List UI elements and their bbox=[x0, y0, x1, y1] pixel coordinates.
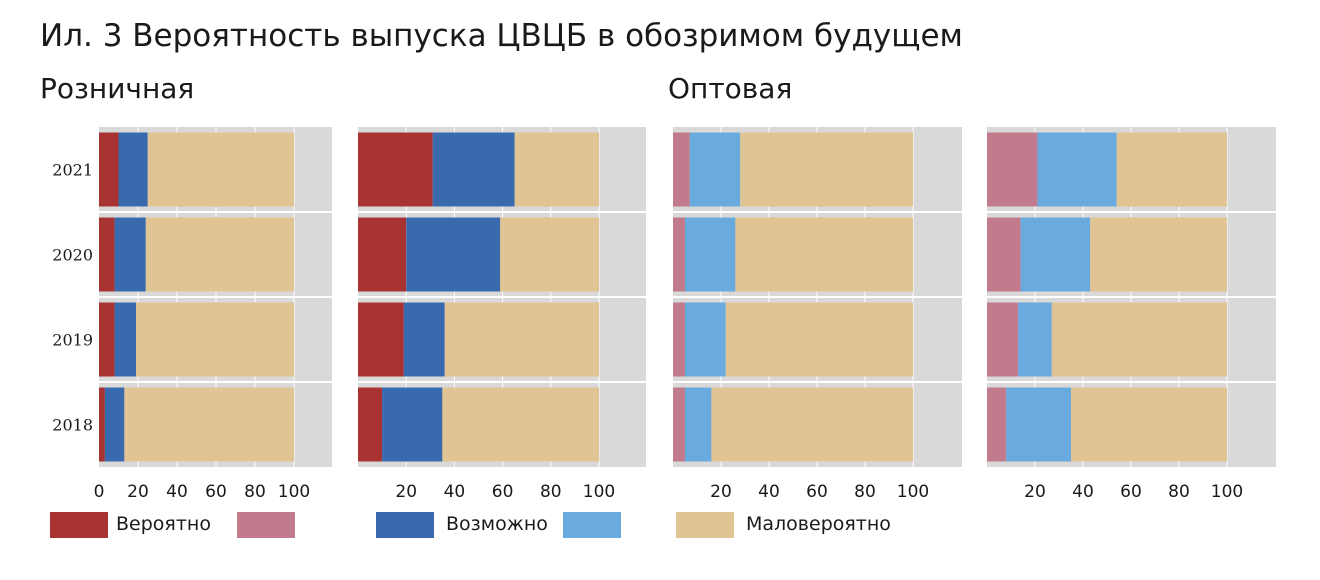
x-tick-label: 40 bbox=[444, 482, 466, 502]
bar-segment-2018-s1 bbox=[104, 387, 125, 462]
bar-segment-2020-s1 bbox=[114, 217, 146, 292]
bar-segment-2020-s1 bbox=[406, 217, 501, 292]
bar-segment-2021-s0 bbox=[358, 132, 433, 207]
bar-segment-2020-s0 bbox=[987, 217, 1021, 292]
bar-segment-2019-s2 bbox=[1051, 302, 1227, 377]
bar-segment-2020-s0 bbox=[99, 217, 115, 292]
bar-segment-2020-s1 bbox=[1020, 217, 1091, 292]
bar-segment-2018-s2 bbox=[442, 387, 599, 462]
y-tick-label-2020: 2020 bbox=[52, 246, 93, 265]
x-tick-label: 60 bbox=[1120, 482, 1142, 502]
legend-swatch-likely bbox=[50, 512, 108, 538]
x-tick-label: 60 bbox=[806, 482, 828, 502]
x-tick-label: 20 bbox=[127, 482, 149, 502]
x-tick-label: 40 bbox=[758, 482, 780, 502]
bar-segment-2018-s0 bbox=[987, 387, 1007, 462]
legend-label-likely: Вероятно bbox=[116, 513, 211, 535]
bar-segment-2019-s1 bbox=[685, 302, 726, 377]
bar-segment-2019-s0 bbox=[99, 302, 115, 377]
legend-label-unlikely: Маловероятно bbox=[746, 513, 891, 535]
legend: Вероятно Возможно Маловероятно bbox=[0, 512, 1320, 542]
bar-segment-2020-s2 bbox=[735, 217, 913, 292]
bar-segment-2018-s1 bbox=[382, 387, 443, 462]
legend-swatch-possible bbox=[376, 512, 434, 538]
x-tick-label: 100 bbox=[583, 482, 615, 502]
bar-segment-2018-s0 bbox=[358, 387, 383, 462]
x-tick-label: 20 bbox=[710, 482, 732, 502]
y-tick-label-2021: 2021 bbox=[52, 161, 93, 180]
bar-segment-2021-s1 bbox=[689, 132, 741, 207]
group-title-wholesale: Оптовая bbox=[668, 72, 793, 105]
bar-segment-2021-s2 bbox=[740, 132, 913, 207]
y-tick-label-2018: 2018 bbox=[52, 416, 93, 435]
bar-segment-2020-s1 bbox=[685, 217, 736, 292]
bar-segment-2021-s0 bbox=[673, 132, 690, 207]
bar-segment-2021-s0 bbox=[987, 132, 1038, 207]
bar-segment-2018-s0 bbox=[99, 387, 105, 462]
bar-segment-2018-s0 bbox=[673, 387, 685, 462]
x-tick-label: 0 bbox=[94, 482, 105, 502]
bar-segment-2021-s2 bbox=[1116, 132, 1227, 207]
bar-segment-2018-s2 bbox=[711, 387, 913, 462]
x-tick-label: 40 bbox=[166, 482, 188, 502]
x-tick-label: 100 bbox=[1211, 482, 1243, 502]
x-tick-label: 20 bbox=[395, 482, 417, 502]
bar-segment-2019-s2 bbox=[136, 302, 294, 377]
x-tick-label: 40 bbox=[1072, 482, 1094, 502]
bar-segment-2019-s0 bbox=[673, 302, 685, 377]
bar-segment-2018-s1 bbox=[1006, 387, 1071, 462]
bar-segment-2021-s1 bbox=[118, 132, 148, 207]
legend-swatch-unlikely bbox=[676, 512, 734, 538]
x-tick-label: 100 bbox=[278, 482, 310, 502]
legend-swatch-likely-wholesale bbox=[237, 512, 295, 538]
bar-segment-2021-s1 bbox=[1037, 132, 1117, 207]
bar-segment-2021-s2 bbox=[514, 132, 599, 207]
bar-segment-2019-s1 bbox=[1018, 302, 1052, 377]
x-tick-label: 60 bbox=[492, 482, 514, 502]
bar-segment-2020-s2 bbox=[500, 217, 599, 292]
bar-segment-2019-s2 bbox=[725, 302, 913, 377]
bar-segment-2020-s2 bbox=[1090, 217, 1227, 292]
bar-segment-2018-s1 bbox=[685, 387, 712, 462]
bar-segment-2019-s0 bbox=[358, 302, 404, 377]
x-tick-label: 80 bbox=[244, 482, 266, 502]
bar-segment-2021-s0 bbox=[99, 132, 119, 207]
bar-segment-2019-s1 bbox=[114, 302, 137, 377]
bar-segment-2020-s2 bbox=[145, 217, 294, 292]
x-tick-label: 60 bbox=[205, 482, 227, 502]
bar-segment-2019-s1 bbox=[403, 302, 445, 377]
bar-segment-2020-s0 bbox=[673, 217, 685, 292]
bar-segment-2020-s0 bbox=[358, 217, 407, 292]
bar-segment-2019-s0 bbox=[987, 302, 1019, 377]
legend-swatch-possible-wholesale bbox=[563, 512, 621, 538]
chart-title: Ил. 3 Вероятность выпуска ЦВЦБ в обозрим… bbox=[40, 18, 963, 54]
x-tick-label: 80 bbox=[1168, 482, 1190, 502]
bar-segment-2021-s1 bbox=[432, 132, 515, 207]
bar-segment-2018-s2 bbox=[1071, 387, 1227, 462]
x-tick-label: 100 bbox=[897, 482, 929, 502]
x-tick-label: 80 bbox=[854, 482, 876, 502]
group-title-retail: Розничная bbox=[40, 72, 195, 105]
bar-segment-2019-s2 bbox=[444, 302, 599, 377]
x-tick-label: 80 bbox=[540, 482, 562, 502]
legend-label-possible: Возможно bbox=[446, 513, 548, 535]
y-tick-label-2019: 2019 bbox=[52, 331, 93, 350]
bar-segment-2021-s2 bbox=[147, 132, 294, 207]
bar-segment-2018-s2 bbox=[124, 387, 294, 462]
x-tick-label: 20 bbox=[1024, 482, 1046, 502]
